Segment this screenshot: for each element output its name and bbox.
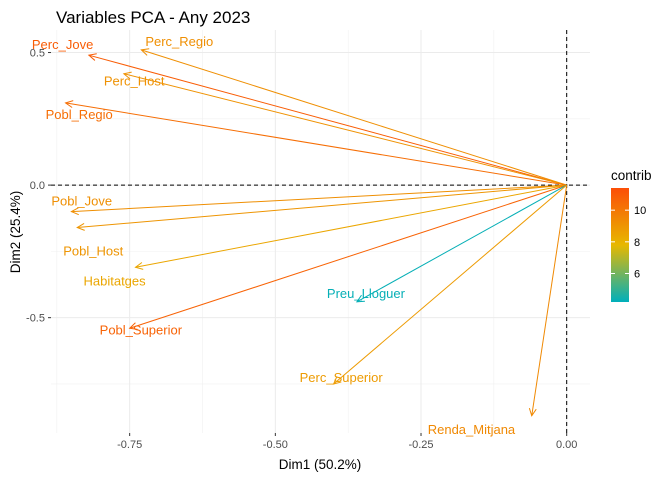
- arrow-perc-jove: [88, 54, 567, 186]
- y-axis-ticks: 0.5 0.0 -0.5: [26, 48, 51, 325]
- arrowhead-pobl-jove: [70, 207, 79, 216]
- label-preu-lloguer: Preu_Lloguer: [327, 286, 406, 301]
- chart-title: Variables PCA - Any 2023: [56, 8, 250, 27]
- arrowhead-habitatges: [134, 262, 144, 270]
- label-pobl-host: Pobl_Host: [63, 244, 123, 259]
- arrowhead-perc-host: [122, 71, 132, 80]
- x-tick-label: -0.25: [408, 439, 433, 451]
- y-tick-label: 0.5: [30, 48, 45, 60]
- arrow-renda-mitjana: [531, 185, 568, 416]
- x-tick-label: -0.50: [263, 439, 288, 451]
- arrowhead-preu-lloguer: [355, 294, 365, 303]
- arrow-preu-lloguer: [356, 184, 567, 303]
- contrib-legend: contrib 6 8 10: [611, 168, 652, 302]
- arrow-perc-superior: [333, 184, 568, 385]
- legend-tick-label: 10: [634, 205, 646, 217]
- arrowhead-pobl-superior: [128, 322, 138, 330]
- label-perc-jove: Perc_Jove: [32, 37, 93, 52]
- legend-title: contrib: [611, 168, 652, 183]
- label-pobl-regio: Pobl_Regio: [46, 107, 113, 122]
- plot-panel: [51, 30, 590, 433]
- y-tick-label: -0.5: [26, 313, 45, 325]
- x-tick-label: 0.00: [556, 439, 577, 451]
- legend-tick-label: 8: [634, 237, 640, 249]
- label-perc-superior: Perc_Superior: [300, 370, 384, 385]
- arrow-pobl-jove: [71, 184, 567, 213]
- arrow-habitatges: [135, 184, 567, 268]
- label-renda-mitjana: Renda_Mitjana: [428, 422, 516, 437]
- variable-labels: Perc_Jove Perc_Regio Perc_Host Pobl_Regio Po…: [32, 34, 516, 437]
- reference-lines: [51, 30, 590, 433]
- minor-gridlines: [51, 30, 590, 433]
- label-habitatges: Habitatges: [83, 273, 146, 288]
- x-tick-label: -0.75: [117, 439, 142, 451]
- arrow-perc-host: [123, 73, 567, 186]
- arrowhead-perc-jove: [87, 53, 97, 61]
- legend-ticks: 6 8 10: [611, 205, 646, 281]
- arrow-perc-regio: [141, 49, 567, 186]
- arrowhead-pobl-host: [76, 223, 85, 231]
- y-axis-title: Dim2 (25.4%): [8, 191, 23, 274]
- arrow-pobl-regio: [65, 102, 567, 186]
- arrowhead-perc-regio: [140, 48, 150, 56]
- arrowhead-perc-superior: [332, 376, 342, 385]
- y-tick-label: 0.0: [30, 180, 45, 192]
- label-pobl-jove: Pobl_Jove: [51, 194, 112, 209]
- legend-tick-label: 6: [634, 269, 640, 281]
- label-perc-host: Perc_Host: [104, 74, 165, 89]
- major-gridlines: [51, 30, 590, 433]
- x-axis-ticks: -0.75 -0.50 -0.25 0.00: [117, 433, 577, 451]
- arrowhead-pobl-regio: [64, 100, 74, 108]
- arrow-pobl-host: [77, 184, 567, 229]
- x-axis-title: Dim1 (50.2%): [279, 457, 362, 472]
- arrow-pobl-superior: [129, 184, 567, 329]
- label-pobl-superior: Pobl_Superior: [100, 322, 183, 337]
- variable-arrows: [64, 48, 568, 417]
- arrowhead-renda-mitjana: [528, 407, 537, 417]
- label-perc-regio: Perc_Regio: [145, 34, 213, 49]
- legend-colorbar: [611, 188, 629, 302]
